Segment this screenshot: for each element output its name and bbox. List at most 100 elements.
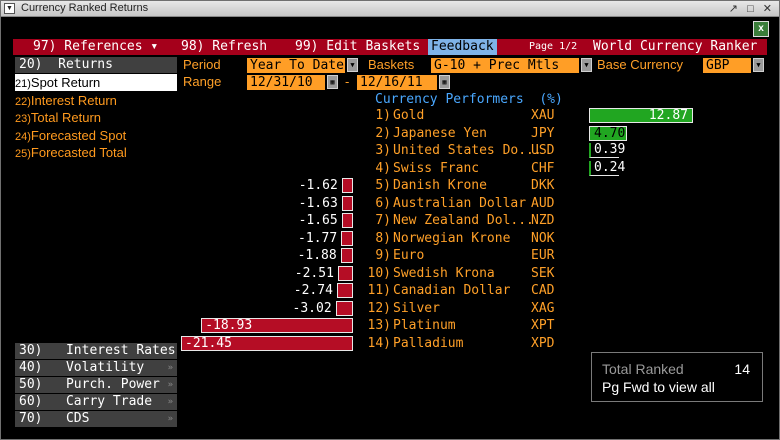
edit-baskets-button[interactable]: 99) Edit Baskets [295, 39, 421, 54]
section-tab-2[interactable]: 50) Purch. Power » [15, 377, 177, 393]
currency-name: Swedish Krona [393, 265, 495, 281]
performance-label: 12.87 [648, 108, 688, 123]
currency-ticker: XAU [531, 108, 555, 123]
baskets-label: Baskets [368, 57, 415, 72]
rank-number: 12) [367, 300, 391, 316]
table-row[interactable]: 11) Canadian Dollar CAD [1, 282, 779, 299]
page-forward-hint: Pg Fwd to view all [602, 379, 715, 395]
table-row[interactable]: 9) Euro EUR [1, 247, 779, 264]
table-row[interactable]: 7) New Zealand Dol... NZD [1, 212, 779, 229]
table-row[interactable]: 8) Norwegian Krone NOK [1, 230, 779, 247]
range-label: Range [183, 74, 222, 89]
menu-item-number: 25) [15, 148, 31, 161]
period-label: Period [183, 57, 221, 72]
menu-item-label: Total Return [30, 110, 101, 126]
currency-name: Swiss Franc [393, 160, 480, 176]
range-end-calendar-icon[interactable]: ▦ [439, 75, 450, 89]
refresh-button[interactable]: 98) Refresh [181, 39, 268, 54]
expand-chevron-icon[interactable]: » [167, 397, 173, 407]
currency-ticker: NZD [531, 213, 555, 228]
export-excel-icon[interactable]: x [753, 21, 769, 37]
menu-item-forecasted-spot[interactable]: 24)Forecasted Spot [15, 127, 177, 144]
performance-bar: 12.87 [589, 108, 693, 123]
table-row[interactable]: 4) Swiss Franc CHF [1, 160, 779, 177]
performance-label: -1.65 [298, 213, 338, 228]
rank-number: 1) [375, 108, 391, 123]
menu-item-interest-return[interactable]: 22)Interest Return [15, 92, 177, 109]
currency-ticker: XPD [531, 335, 555, 351]
window-controls[interactable]: ↗ □ ✕ [728, 3, 775, 15]
menu-item-label: Forecasted Spot [30, 127, 127, 143]
menu-item-number: 22) [15, 95, 31, 108]
rank-number: 7) [375, 213, 391, 228]
expand-chevron-icon[interactable]: » [167, 414, 173, 424]
performers-header: Currency Performers (%) [375, 92, 563, 107]
section-tab-4[interactable]: 70) CDS » [15, 411, 177, 427]
section-tab-3[interactable]: 60) Carry Trade » [15, 394, 177, 410]
rank-number: 2) [375, 125, 391, 141]
base-currency-select[interactable]: GBP [703, 58, 751, 73]
currency-name: Platinum [393, 318, 456, 333]
expand-chevron-icon[interactable]: » [167, 346, 173, 356]
section-tab-1[interactable]: 40) Volatility » [15, 360, 177, 376]
references-menu[interactable]: 97) References ▾ [33, 39, 159, 54]
performance-bar [340, 248, 353, 263]
performance-bar: -18.93 [201, 318, 353, 333]
performance-label: -18.93 [205, 318, 253, 333]
performance-bar [341, 230, 353, 246]
section-tab-label: 60) Carry Trade [19, 394, 153, 409]
rank-number: 13) [367, 318, 391, 333]
table-row[interactable]: 14) Palladium XPD [1, 335, 779, 352]
period-select[interactable]: Year To Date [247, 58, 345, 73]
feedback-button[interactable]: Feedback [428, 39, 497, 55]
currency-ticker: USD [531, 143, 555, 158]
menu-item-number: 21) [15, 78, 31, 90]
base-currency-dropdown-icon[interactable]: ▼ [753, 58, 764, 72]
range-start-field[interactable]: 12/31/10 [247, 75, 325, 90]
table-row[interactable]: 1) Gold XAU [1, 107, 779, 124]
range-start-calendar-icon[interactable]: ▦ [327, 75, 338, 89]
currency-ticker: DKK [531, 178, 555, 193]
title-bar[interactable]: ▼ Currency Ranked Returns ↗ □ ✕ [1, 1, 779, 17]
table-row[interactable]: 5) Danish Krone DKK [1, 177, 779, 194]
section-tab-label: 70) CDS [19, 411, 90, 426]
currency-name: Australian Dollar [393, 195, 527, 211]
table-row[interactable]: 2) Japanese Yen JPY [1, 125, 779, 142]
range-end-field[interactable]: 12/16/11 [357, 75, 437, 90]
expand-chevron-icon[interactable]: » [167, 363, 173, 373]
menu-item-label: Interest Return [30, 92, 117, 108]
rank-number: 14) [367, 335, 391, 351]
performance-label: 0.24 [594, 159, 626, 175]
baskets-select[interactable]: G-10 + Prec Mtls [431, 58, 579, 73]
system-menu-icon[interactable]: ▼ [4, 3, 15, 14]
baskets-dropdown-icon[interactable]: ▼ [581, 58, 592, 72]
period-dropdown-icon[interactable]: ▼ [347, 58, 358, 72]
returns-tab[interactable]: 20) Returns [15, 57, 177, 73]
table-row[interactable]: 10) Swedish Krona SEK [1, 265, 779, 282]
section-tab-0[interactable]: 30) Interest Rates» [15, 343, 177, 359]
table-row[interactable]: 12) Silver XAG [1, 300, 779, 317]
performance-bar: 0.24 [589, 160, 625, 176]
menu-item-label: Spot Return [30, 75, 101, 90]
rank-number: 5) [375, 178, 391, 193]
expand-chevron-icon[interactable]: » [167, 380, 173, 390]
performance-bar [336, 283, 353, 298]
rank-number: 11) [367, 283, 391, 298]
table-row[interactable]: 6) Australian Dollar AUD [1, 195, 779, 212]
currency-ticker: SEK [531, 265, 555, 281]
menu-item-total-return[interactable]: 23)Total Return [15, 109, 177, 126]
performance-label: -3.02 [292, 300, 332, 316]
performance-label: 0.39 [594, 142, 626, 157]
performance-label: -1.88 [297, 248, 337, 263]
performance-label: -1.62 [298, 178, 338, 193]
table-row[interactable]: 3) United States Do... USD [1, 142, 779, 159]
performance-label: 4.70 [594, 125, 626, 141]
performance-bar [337, 265, 353, 281]
currency-name: New Zealand Dol... [393, 213, 534, 228]
performance-bar [341, 195, 353, 211]
currency-name: United States Do... [393, 143, 542, 158]
table-row[interactable]: 13) Platinum XPT [1, 317, 779, 334]
menu-item-forecasted-total[interactable]: 25)Forecasted Total [15, 144, 177, 161]
menu-item-spot-return[interactable]: 21)Spot Return [15, 74, 177, 91]
rank-number: 10) [367, 265, 391, 281]
